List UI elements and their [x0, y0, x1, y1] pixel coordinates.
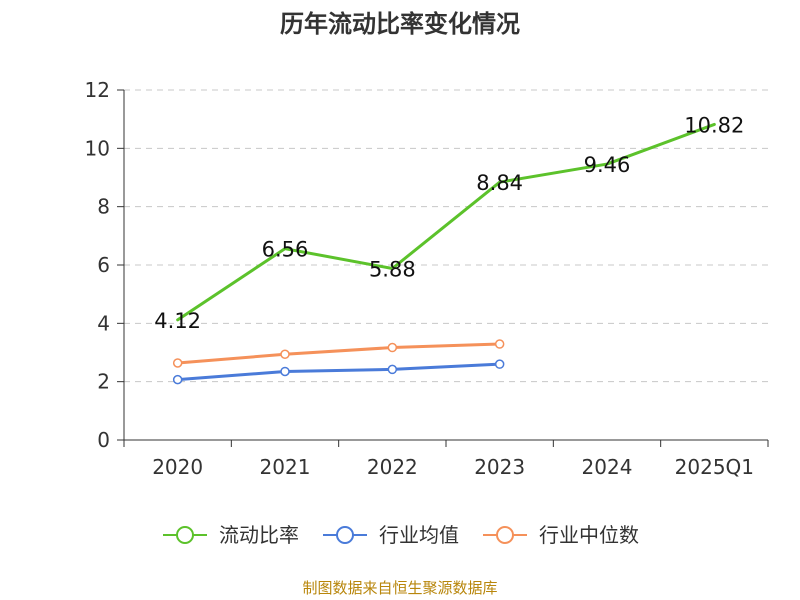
data-label: 6.56	[262, 238, 309, 262]
data-point	[172, 358, 183, 368]
data-point	[280, 366, 290, 377]
data-point	[280, 349, 290, 359]
series-line	[176, 342, 502, 365]
y-tick-label: 8	[97, 195, 110, 219]
data-label: 5.88	[369, 258, 416, 282]
legend-label: 流动比率	[219, 523, 299, 547]
data-point	[494, 339, 505, 349]
y-tick-label: 0	[97, 428, 110, 452]
data-label: 9.46	[584, 153, 631, 177]
x-tick-label: 2025Q1	[675, 455, 754, 479]
series-lines	[172, 122, 716, 385]
axes: 0 2 4 6 8 10 12 2020 2021 2022 2023 2024 2025Q1	[85, 78, 769, 479]
legend-item-industry-average[interactable]: 行业均值	[321, 520, 459, 550]
data-label: 4.12	[154, 309, 201, 333]
x-tick-label: 2022	[367, 455, 418, 479]
y-tick-label: 2	[97, 370, 110, 394]
series-line	[176, 362, 502, 382]
y-tick-label: 6	[97, 253, 110, 277]
legend-line-circle-icon	[163, 526, 207, 544]
y-tick-label: 4	[97, 311, 110, 335]
x-tick-label: 2020	[152, 455, 203, 479]
legend-label: 行业均值	[379, 523, 459, 547]
chart-title: 历年流动比率变化情况	[280, 10, 520, 38]
legend-item-industry-median[interactable]: 行业中位数	[481, 520, 639, 550]
data-point	[172, 374, 183, 385]
grid-lines	[124, 89, 768, 383]
y-tick-label: 12	[85, 78, 110, 102]
x-tick-label: 2023	[474, 455, 525, 479]
data-point	[387, 342, 398, 353]
legend-line-circle-icon	[323, 526, 367, 544]
legend-item-current-ratio[interactable]: 流动比率	[161, 520, 299, 550]
legend-label: 行业中位数	[539, 523, 639, 547]
legend-line-circle-icon	[483, 526, 527, 544]
data-point	[494, 359, 505, 369]
x-tick-label: 2024	[582, 455, 633, 479]
y-tick-label: 10	[85, 136, 110, 160]
source-note: 制图数据来自恒生聚源数据库	[302, 579, 498, 597]
data-labels: 4.12 6.56 5.88 8.84 9.46 10.82	[154, 113, 744, 332]
legend: 流动比率 行业均值 行业中位数	[0, 520, 800, 550]
data-label: 8.84	[476, 171, 523, 195]
data-point	[387, 364, 398, 375]
data-label: 10.82	[684, 113, 744, 137]
x-tick-label: 2021	[260, 455, 311, 479]
series-line	[176, 122, 716, 322]
